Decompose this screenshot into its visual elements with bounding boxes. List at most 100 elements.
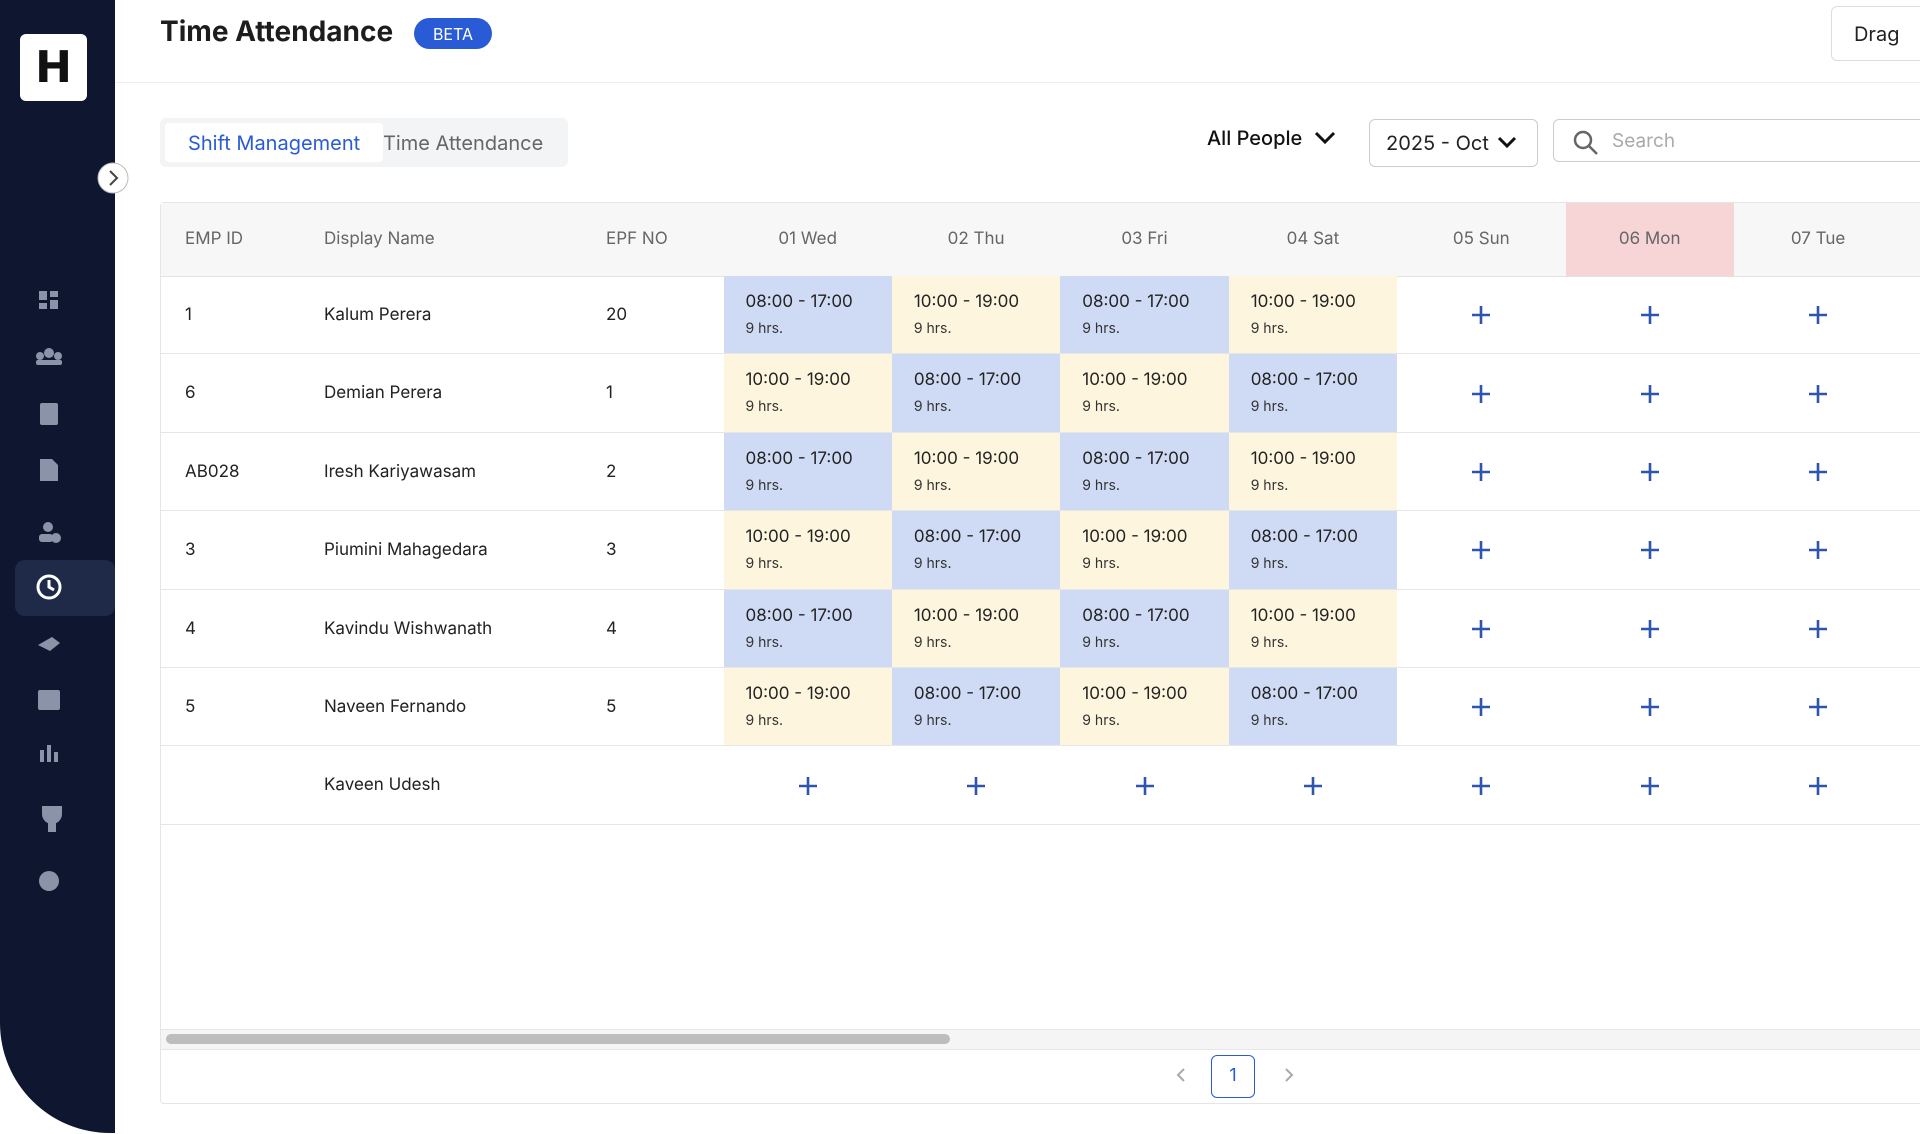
drag-button[interactable]: Drag <box>1831 6 1920 61</box>
shift-cell[interactable]: 10:00 - 19:00 9 hrs. <box>723 668 892 746</box>
add-shift[interactable] <box>1639 383 1661 405</box>
shift-cell[interactable]: 08:00 - 17:00 9 hrs. <box>891 511 1061 589</box>
shift-cell[interactable]: 08:00 - 17:00 9 hrs. <box>1060 589 1229 667</box>
shift-cell[interactable]: 10:00 - 19:00 9 hrs. <box>1228 276 1398 354</box>
nav-user[interactable] <box>43 522 53 532</box>
add-shift[interactable] <box>1807 775 1829 797</box>
shift-cell[interactable]: 10:00 - 19:00 9 hrs. <box>1060 354 1229 432</box>
add-shift[interactable] <box>1807 304 1829 326</box>
search-input[interactable]: Search <box>1553 119 1920 162</box>
tab[interactable]: Shift Management <box>165 123 384 162</box>
add-shift[interactable] <box>965 775 987 797</box>
nav-settings[interactable] <box>39 871 59 891</box>
next-page[interactable] <box>1279 1065 1299 1085</box>
add-shift[interactable] <box>1470 696 1492 718</box>
shift-time: 08:00 - 17:00 <box>1250 684 1358 704</box>
add-shift[interactable] <box>1470 539 1492 561</box>
shift-cell[interactable]: 10:00 - 19:00 9 hrs. <box>723 354 892 432</box>
add-shift[interactable] <box>1807 539 1829 561</box>
shift-time: 08:00 - 17:00 <box>1250 527 1358 548</box>
nav-people[interactable] <box>44 348 54 358</box>
add-shift[interactable] <box>1639 696 1661 718</box>
row-border <box>161 588 1920 590</box>
shift-cell[interactable]: 08:00 - 17:00 9 hrs. <box>1228 354 1398 432</box>
cell: 1 <box>185 305 192 325</box>
shift-cell[interactable]: 10:00 - 19:00 9 hrs. <box>891 432 1061 511</box>
shift-cell[interactable]: 08:00 - 17:00 9 hrs. <box>1228 668 1398 746</box>
add-shift[interactable] <box>1639 539 1661 561</box>
shift-hours: 9 hrs. <box>745 320 784 337</box>
shift-time: 08:00 - 17:00 <box>1082 292 1190 312</box>
add-shift[interactable] <box>797 775 819 797</box>
shift-cell[interactable]: 08:00 - 17:00 9 hrs. <box>1060 276 1229 354</box>
shift-hours: 9 hrs. <box>1082 476 1120 494</box>
column-header: 04 Sat <box>1286 229 1340 249</box>
add-shift[interactable] <box>1470 383 1492 405</box>
sidebar-toggle[interactable] <box>96 161 130 195</box>
cell: Demian Perera <box>324 383 443 404</box>
shift-cell[interactable]: 10:00 - 19:00 9 hrs. <box>1060 511 1229 589</box>
scrollbar-thumb[interactable] <box>166 1034 950 1044</box>
shift-cell[interactable]: 08:00 - 17:00 9 hrs. <box>723 276 892 354</box>
shift-cell[interactable]: 10:00 - 19:00 9 hrs. <box>723 511 892 589</box>
cell: Kaveen Udesh <box>324 775 441 796</box>
shift-cell[interactable]: 08:00 - 17:00 9 hrs. <box>723 589 892 667</box>
shift-time: 10:00 - 19:00 <box>1082 527 1188 548</box>
shift-cell[interactable]: 10:00 - 19:00 9 hrs. <box>1060 668 1229 746</box>
shift-cell[interactable]: 08:00 - 17:00 9 hrs. <box>723 432 892 511</box>
prev-page[interactable] <box>1171 1065 1191 1085</box>
cell: 5 <box>185 697 196 717</box>
add-shift[interactable] <box>1639 304 1661 326</box>
tab[interactable]: Time Attendance <box>383 130 544 155</box>
month-picker[interactable]: 2025 - Oct <box>1369 119 1538 167</box>
add-shift[interactable] <box>1470 461 1492 483</box>
shift-cell[interactable]: 08:00 - 17:00 9 hrs. <box>1228 511 1398 589</box>
shift-cell[interactable]: 10:00 - 19:00 9 hrs. <box>1228 432 1398 511</box>
nav-reports[interactable] <box>40 750 44 762</box>
logo[interactable]: H <box>20 34 87 101</box>
shift-cell[interactable]: 08:00 - 17:00 9 hrs. <box>891 354 1061 432</box>
add-shift[interactable] <box>1807 461 1829 483</box>
shift-time: 08:00 - 17:00 <box>745 605 853 626</box>
add-shift[interactable] <box>1807 618 1829 640</box>
nav-payroll[interactable] <box>40 403 58 425</box>
column-header: 06 Mon <box>1618 229 1681 249</box>
month-label: 2025 - Oct <box>1386 131 1489 155</box>
tabs: Shift Management Time Attendance <box>160 118 568 167</box>
shift-hours: 9 hrs. <box>1250 476 1289 494</box>
page-number[interactable]: 1 <box>1211 1055 1255 1098</box>
nav-docs[interactable] <box>40 459 58 481</box>
add-shift[interactable] <box>1134 775 1156 797</box>
column-header: 01 Wed <box>778 229 838 249</box>
nav-hand[interactable] <box>38 637 60 651</box>
cell: 4 <box>606 618 617 639</box>
add-shift[interactable] <box>1807 696 1829 718</box>
nav-time[interactable] <box>36 574 62 600</box>
nav-awards[interactable] <box>42 806 62 824</box>
add-shift[interactable] <box>1470 775 1492 797</box>
shift-cell[interactable]: 10:00 - 19:00 9 hrs. <box>1228 589 1398 667</box>
add-shift[interactable] <box>1807 383 1829 405</box>
add-shift[interactable] <box>1639 618 1661 640</box>
add-shift[interactable] <box>1302 775 1324 797</box>
shift-hours: 9 hrs. <box>913 320 952 337</box>
add-shift[interactable] <box>1639 461 1661 483</box>
nav-dashboard[interactable] <box>39 291 47 300</box>
shift-cell[interactable]: 10:00 - 19:00 9 hrs. <box>891 589 1061 667</box>
add-shift[interactable] <box>1470 304 1492 326</box>
chevron <box>1314 131 1335 145</box>
add-shift[interactable] <box>1470 618 1492 640</box>
shift-time: 10:00 - 19:00 <box>913 448 1020 469</box>
column-header: 07 Tue <box>1790 229 1846 249</box>
shift-cell[interactable]: 08:00 - 17:00 9 hrs. <box>891 668 1061 746</box>
shift-time: 10:00 - 19:00 <box>913 605 1020 626</box>
add-shift[interactable] <box>1639 775 1661 797</box>
sidebar: H <box>0 0 115 1133</box>
shift-hours: 9 hrs. <box>745 476 784 494</box>
shift-cell[interactable]: 08:00 - 17:00 9 hrs. <box>1060 432 1229 511</box>
nav-gift[interactable] <box>38 690 60 710</box>
people-filter[interactable]: All People <box>1207 126 1336 150</box>
shift-time: 10:00 - 19:00 <box>1250 605 1356 626</box>
shift-cell[interactable]: 10:00 - 19:00 9 hrs. <box>891 276 1061 354</box>
